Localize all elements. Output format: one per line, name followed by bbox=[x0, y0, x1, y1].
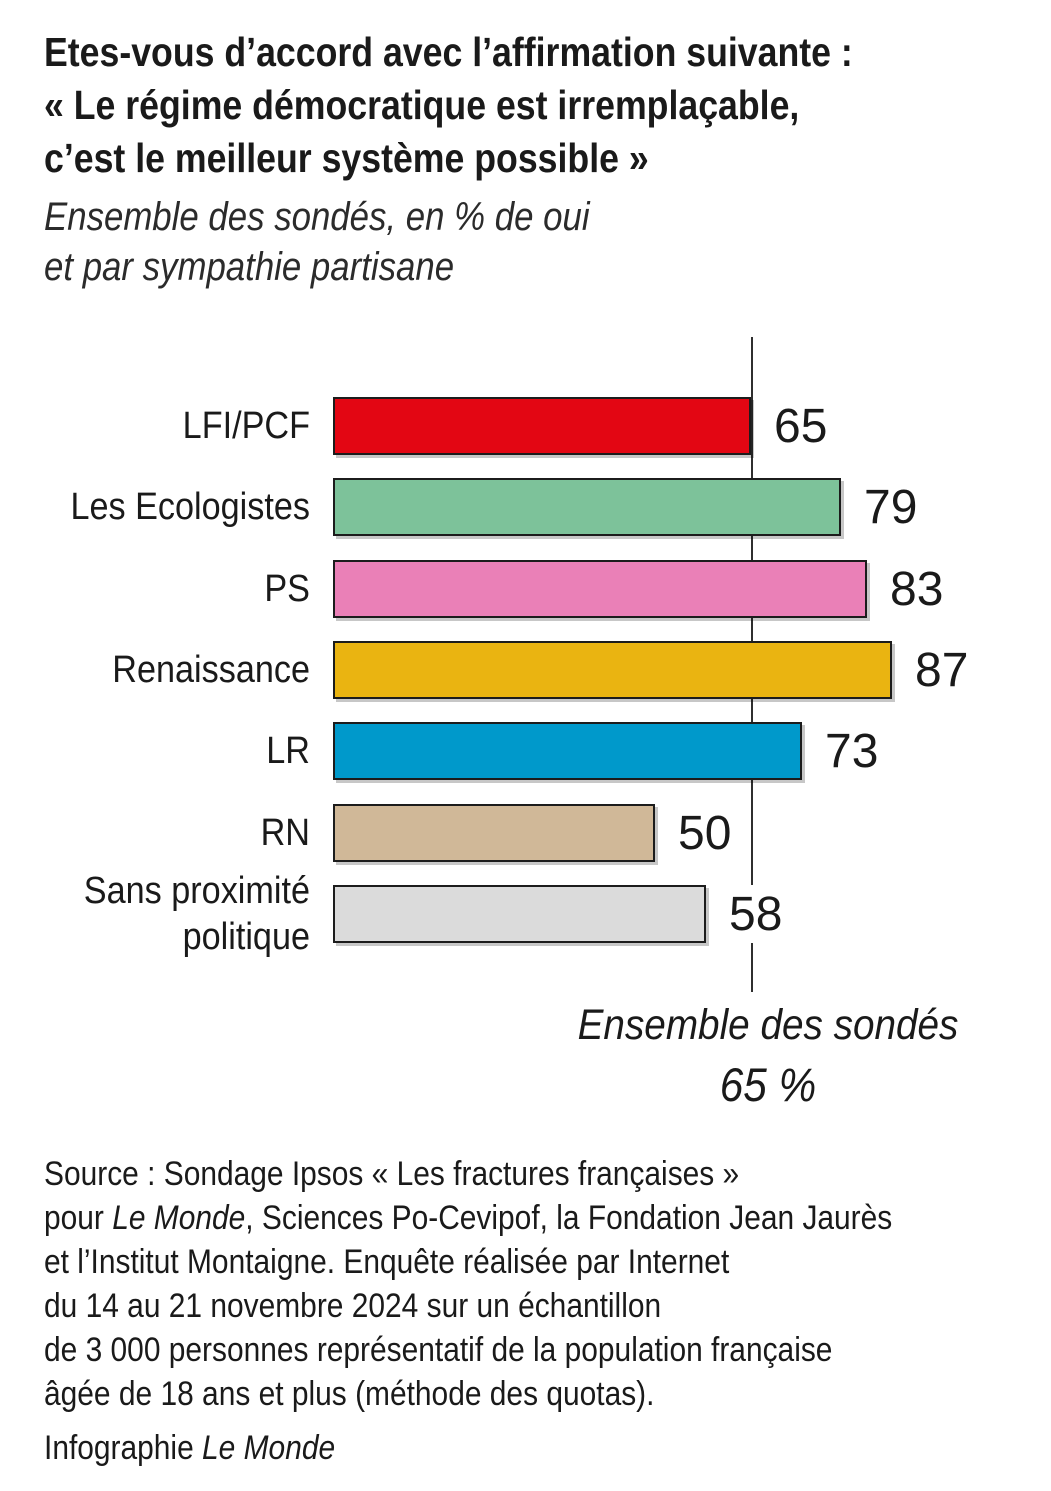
bar-row-les-ecologistes: Les Ecologistes 79 bbox=[0, 478, 1051, 536]
bar bbox=[333, 722, 802, 780]
reference-annotation-label: Ensemble des sondés bbox=[577, 1001, 959, 1049]
value-label: 79 bbox=[859, 478, 923, 536]
bar-row-rn: RN 50 bbox=[0, 804, 1051, 862]
chart-title-line-2: « Le régime démocratique est irremplaçab… bbox=[44, 82, 800, 128]
category-label: Les Ecologistes bbox=[70, 486, 310, 528]
category-label: Renaissance bbox=[112, 649, 310, 691]
value-label: 73 bbox=[820, 722, 884, 780]
source-text-italic: Le Monde bbox=[112, 1199, 246, 1237]
bar-row-ps: PS 83 bbox=[0, 560, 1051, 618]
source-line: pour Le Monde, Sciences Po-Cevipof, la F… bbox=[44, 1196, 1051, 1240]
value-label: 58 bbox=[724, 885, 788, 943]
source-line: Source : Sondage Ipsos « Les fractures f… bbox=[44, 1155, 740, 1193]
value-label: 83 bbox=[885, 560, 949, 618]
category-label: Sans proximité politique bbox=[83, 870, 310, 958]
source-text: , Sciences Po-Cevipof, la Fondation Jean… bbox=[245, 1199, 893, 1237]
reference-annotation-value: 65 % bbox=[719, 1058, 817, 1111]
source-line: de 3 000 personnes représentatif de la p… bbox=[44, 1331, 833, 1369]
chart-subtitle-line-1: Ensemble des sondés, en % de oui bbox=[44, 195, 590, 239]
source-block: Source : Sondage Ipsos « Les fractures f… bbox=[44, 1152, 1051, 1470]
bar-row-renaissance: Renaissance 87 bbox=[0, 641, 1051, 699]
credit-line: Infographie Le Monde bbox=[44, 1426, 1051, 1470]
bar-row-lfi-pcf: LFI/PCF 65 bbox=[0, 397, 1051, 455]
chart-subtitle-line-2: et par sympathie partisane bbox=[44, 245, 455, 289]
bar bbox=[333, 397, 751, 455]
value-label: 87 bbox=[910, 641, 974, 699]
bar-row-lr: LR 73 bbox=[0, 722, 1051, 780]
bar bbox=[333, 560, 867, 618]
chart-title-line-3: c’est le meilleur système possible » bbox=[44, 135, 649, 181]
credit-text-italic: Le Monde bbox=[202, 1429, 336, 1467]
source-line: âgée de 18 ans et plus (méthode des quot… bbox=[44, 1375, 655, 1413]
chart-subtitle: Ensemble des sondés, en % de oui et par … bbox=[44, 192, 1051, 292]
category-label: RN bbox=[260, 812, 310, 854]
chart-header: Etes-vous d’accord avec l’affirmation su… bbox=[44, 26, 1051, 292]
category-label: PS bbox=[264, 568, 310, 610]
source-line: et l’Institut Montaigne. Enquête réalisé… bbox=[44, 1243, 730, 1281]
category-label: LFI/PCF bbox=[182, 405, 310, 447]
credit-text: Infographie bbox=[44, 1429, 203, 1467]
category-label: LR bbox=[266, 730, 310, 772]
source-text: pour bbox=[44, 1199, 113, 1237]
bar bbox=[333, 641, 892, 699]
bar bbox=[333, 478, 841, 536]
source-line: du 14 au 21 novembre 2024 sur un échanti… bbox=[44, 1287, 662, 1325]
bar bbox=[333, 804, 655, 862]
bar-row-sans-proximite: Sans proximité politique 58 bbox=[0, 870, 1051, 958]
chart-title-line-1: Etes-vous d’accord avec l’affirmation su… bbox=[44, 29, 853, 75]
value-label: 50 bbox=[673, 804, 737, 862]
bar bbox=[333, 885, 706, 943]
reference-annotation: Ensemble des sondés 65 % bbox=[498, 998, 1038, 1114]
value-label: 65 bbox=[769, 397, 833, 455]
